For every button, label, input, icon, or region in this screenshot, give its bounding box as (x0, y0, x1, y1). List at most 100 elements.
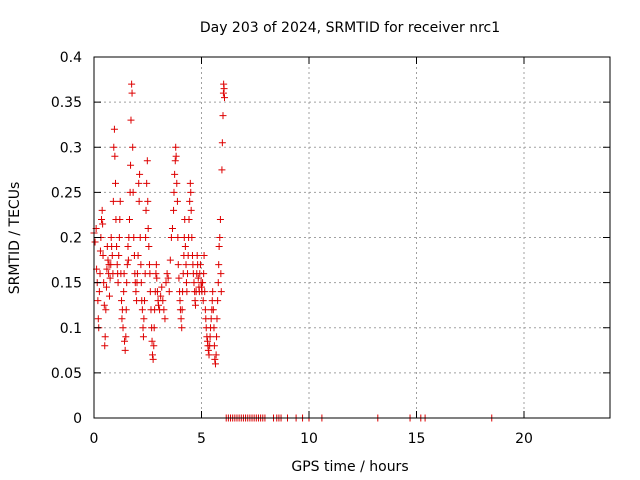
x-tick-label: 10 (300, 431, 318, 447)
x-tick-label: 15 (408, 431, 426, 447)
data-point (111, 152, 119, 160)
data-point (204, 346, 212, 354)
data-point (101, 333, 109, 341)
data-point (194, 274, 202, 282)
data-point (209, 306, 217, 314)
data-point (172, 143, 180, 151)
data-point (148, 337, 156, 345)
tick-labels: 0 0.05 0.1 0.15 0.2 0.25 0.3 0.35 0.4 0 5 10 15 20 (51, 50, 533, 447)
data-point (107, 261, 115, 269)
data-point (144, 197, 152, 205)
data-point (182, 279, 190, 287)
data-point (210, 324, 218, 332)
data-point (99, 252, 107, 260)
y-tick-label: 0.1 (60, 321, 82, 337)
data-point (218, 166, 226, 174)
data-point (105, 292, 113, 300)
data-point (100, 301, 108, 309)
data-point (206, 333, 214, 341)
data-point (112, 179, 119, 187)
data-point (95, 288, 103, 296)
data-point (186, 197, 194, 205)
data-point (109, 197, 117, 205)
data-point (216, 215, 224, 223)
data-point (150, 342, 158, 350)
data-point (119, 324, 127, 332)
data-point (164, 274, 172, 282)
data-point (215, 261, 223, 269)
data-point (178, 324, 186, 332)
data-point (129, 143, 137, 151)
data-point (191, 301, 199, 309)
data-point (205, 351, 213, 359)
data-point (216, 234, 224, 241)
data-point (150, 324, 158, 332)
data-point (116, 197, 124, 205)
data-point (152, 261, 160, 269)
data-point (209, 288, 217, 296)
data-point (146, 270, 154, 278)
data-point (140, 315, 148, 323)
data-point (124, 256, 132, 264)
x-axis-label: GPS time / hours (291, 459, 408, 475)
data-point (139, 333, 147, 341)
data-point (167, 234, 175, 241)
data-point (155, 301, 162, 309)
data-point (178, 306, 186, 314)
data-point (220, 85, 228, 93)
data-point (212, 351, 220, 359)
data-point (129, 188, 137, 196)
data-point (200, 252, 208, 260)
data-point (128, 80, 136, 88)
data-point (160, 306, 168, 314)
axis-ticks (93, 56, 610, 419)
data-point (177, 315, 185, 323)
data-point (124, 243, 132, 251)
data-point (214, 279, 222, 287)
data-point (98, 206, 106, 214)
y-tick-label: 0 (73, 411, 82, 427)
data-point (221, 94, 229, 102)
data-point (199, 279, 207, 287)
data-point (116, 215, 124, 223)
data-point (114, 279, 122, 287)
data-point (159, 297, 167, 305)
data-point (128, 89, 136, 97)
data-point (217, 288, 225, 296)
data-point (217, 270, 225, 278)
data-point (138, 306, 146, 314)
y-tick-label: 0.15 (51, 276, 82, 292)
y-tick-label: 0.3 (60, 140, 82, 156)
data-point (113, 243, 121, 251)
data-point (115, 252, 123, 260)
data-point (143, 157, 151, 165)
data-point (122, 333, 130, 341)
data-point (118, 297, 126, 305)
data-point (201, 288, 209, 296)
data-point (120, 270, 128, 278)
data-point (213, 333, 221, 341)
y-tick-label: 0.4 (60, 50, 82, 66)
data-point (144, 224, 152, 232)
data-point (153, 274, 161, 282)
data-point (218, 139, 226, 147)
data-point (125, 215, 133, 223)
data-point (210, 342, 218, 350)
data-point (172, 152, 180, 160)
data-point (127, 116, 135, 124)
data-point (165, 288, 173, 296)
data-point (118, 315, 126, 323)
data-point (213, 315, 221, 323)
data-point (134, 252, 142, 260)
data-point (168, 224, 176, 232)
y-tick-label: 0.25 (51, 185, 82, 201)
data-point (157, 292, 165, 300)
y-tick-label: 0.05 (51, 366, 82, 382)
data-points (90, 80, 496, 422)
data-point (142, 234, 150, 241)
data-point (123, 261, 131, 269)
data-point (170, 206, 178, 214)
data-point (162, 279, 170, 287)
data-point (182, 261, 190, 269)
